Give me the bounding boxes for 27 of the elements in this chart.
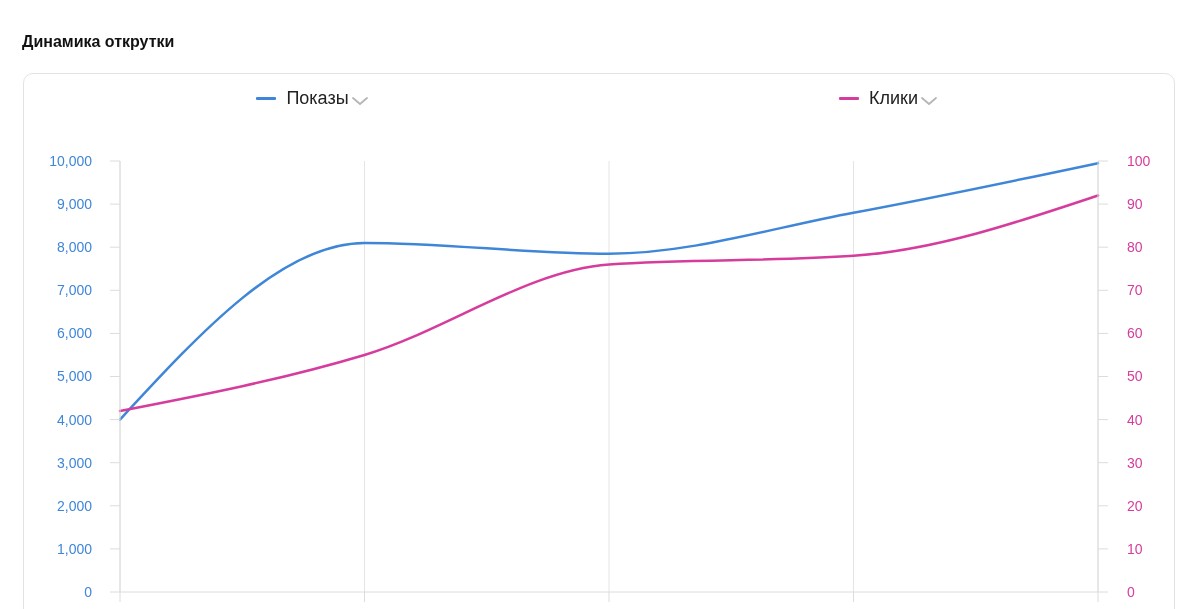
- y-tick-label: 8,000: [56, 239, 93, 256]
- y2-tick-label: 60: [1127, 325, 1143, 342]
- y2-tick-label: 100: [1127, 152, 1151, 169]
- line-series: [118, 194, 1100, 413]
- y-tick-label: 1,000: [56, 540, 93, 557]
- y2-tick-label: 40: [1127, 411, 1143, 428]
- legend-label: Показы: [286, 88, 349, 109]
- y-tick-label: 0: [84, 583, 93, 600]
- y-tick-label: 7,000: [56, 282, 93, 299]
- line-series: [118, 161, 1100, 421]
- y2-tick-label: 30: [1127, 454, 1143, 471]
- y-tick-label: 3,000: [56, 454, 93, 471]
- y-tick-label: 10,000: [49, 152, 93, 169]
- y-tick-label: 2,000: [56, 497, 93, 514]
- y-tick-label: 9,000: [56, 196, 93, 213]
- y2-tick-label: 50: [1127, 368, 1143, 385]
- y2-tick-label: 0: [1127, 583, 1135, 600]
- y-tick-label: 5,000: [56, 368, 93, 385]
- y-tick-label: 4,000: [56, 411, 93, 428]
- y-tick-label: 6,000: [56, 325, 93, 342]
- y2-tick-label: 80: [1127, 239, 1143, 256]
- y2-tick-label: 10: [1127, 540, 1143, 557]
- legend-label: Клики: [869, 88, 918, 109]
- chart-title: Динамика открутки: [22, 33, 175, 51]
- y2-tick-label: 20: [1127, 497, 1143, 514]
- y2-tick-label: 90: [1127, 196, 1143, 213]
- y2-tick-label: 70: [1127, 282, 1143, 299]
